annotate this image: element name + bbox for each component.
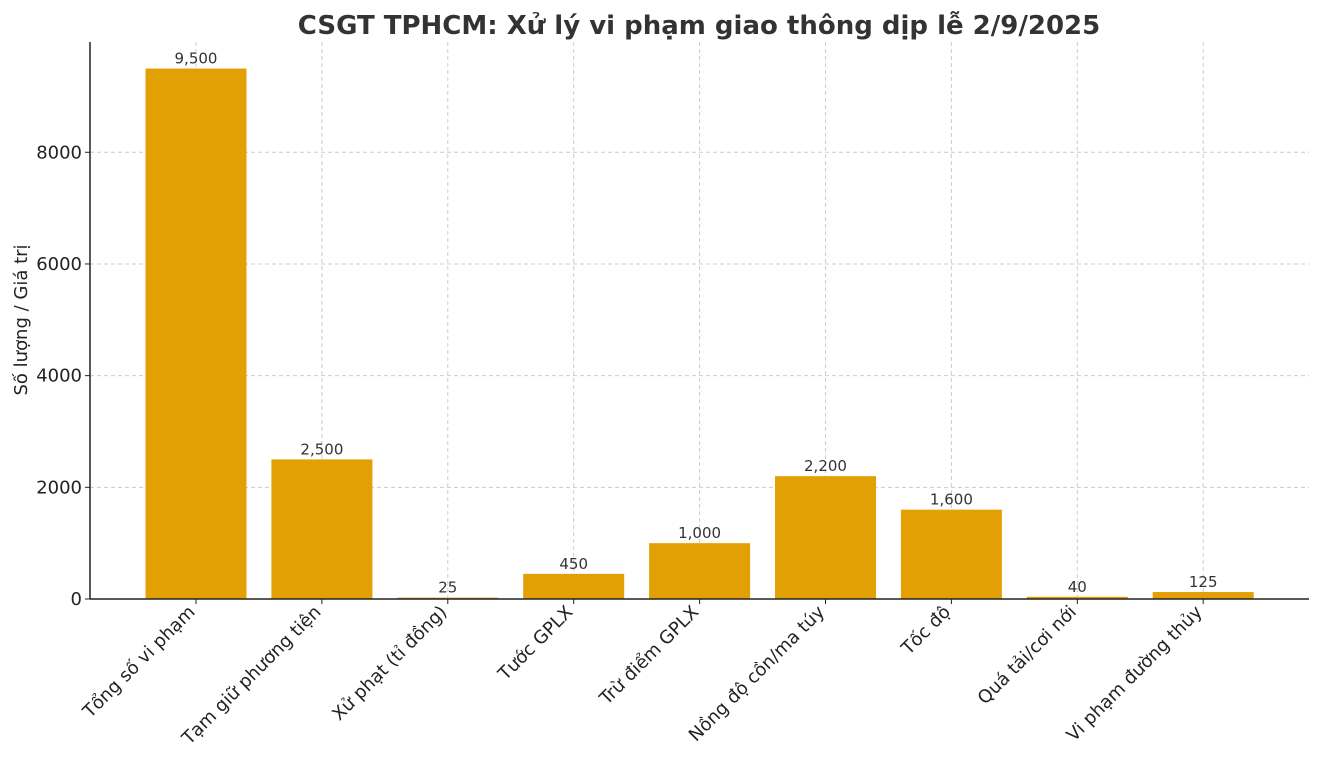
bar [1026, 596, 1128, 599]
y-tick-label: 8000 [36, 142, 82, 163]
x-tick-label: Tốc độ [897, 602, 955, 660]
data-label: 2,200 [804, 457, 847, 475]
bar [1152, 592, 1254, 599]
data-label: 125 [1189, 573, 1218, 591]
data-label: 1,000 [678, 524, 721, 542]
bars [145, 68, 1254, 600]
x-tick-label: Quá tải/cơi nới [974, 602, 1081, 709]
x-tick-label: Tổng số vi phạm [78, 602, 199, 723]
y-tick-label: 0 [71, 589, 82, 610]
y-tick-label: 4000 [36, 366, 82, 387]
x-tick-label: Vi phạm đường thủy [1063, 601, 1207, 745]
bar [271, 459, 373, 599]
bar [145, 68, 247, 600]
x-tick-label: Trừ điểm GPLX [595, 602, 703, 710]
bar [900, 509, 1002, 599]
data-label: 450 [559, 555, 588, 573]
bar [649, 543, 751, 599]
x-tick-label: Nồng độ cồn/ma túy [685, 601, 829, 745]
x-tick-label: Tước GPLX [494, 602, 578, 686]
data-label: 2,500 [300, 440, 343, 458]
bar [775, 476, 876, 599]
data-label: 25 [438, 579, 457, 597]
data-label: 40 [1068, 578, 1087, 596]
x-tick-label: Tạm giữ phương tiện [178, 602, 326, 750]
x-tick-label: Xử phạt (tỉ đồng) [328, 602, 451, 725]
data-label: 9,500 [175, 50, 218, 68]
y-tick-label: 6000 [36, 254, 82, 275]
axes [85, 42, 1309, 604]
chart-title: CSGT TPHCM: Xử lý vi phạm giao thông dịp… [298, 10, 1100, 41]
y-axis-label: Số lượng / Giá trị [11, 244, 32, 395]
data-label: 1,600 [930, 491, 973, 509]
y-tick-label: 2000 [36, 477, 82, 498]
bar [523, 573, 625, 599]
